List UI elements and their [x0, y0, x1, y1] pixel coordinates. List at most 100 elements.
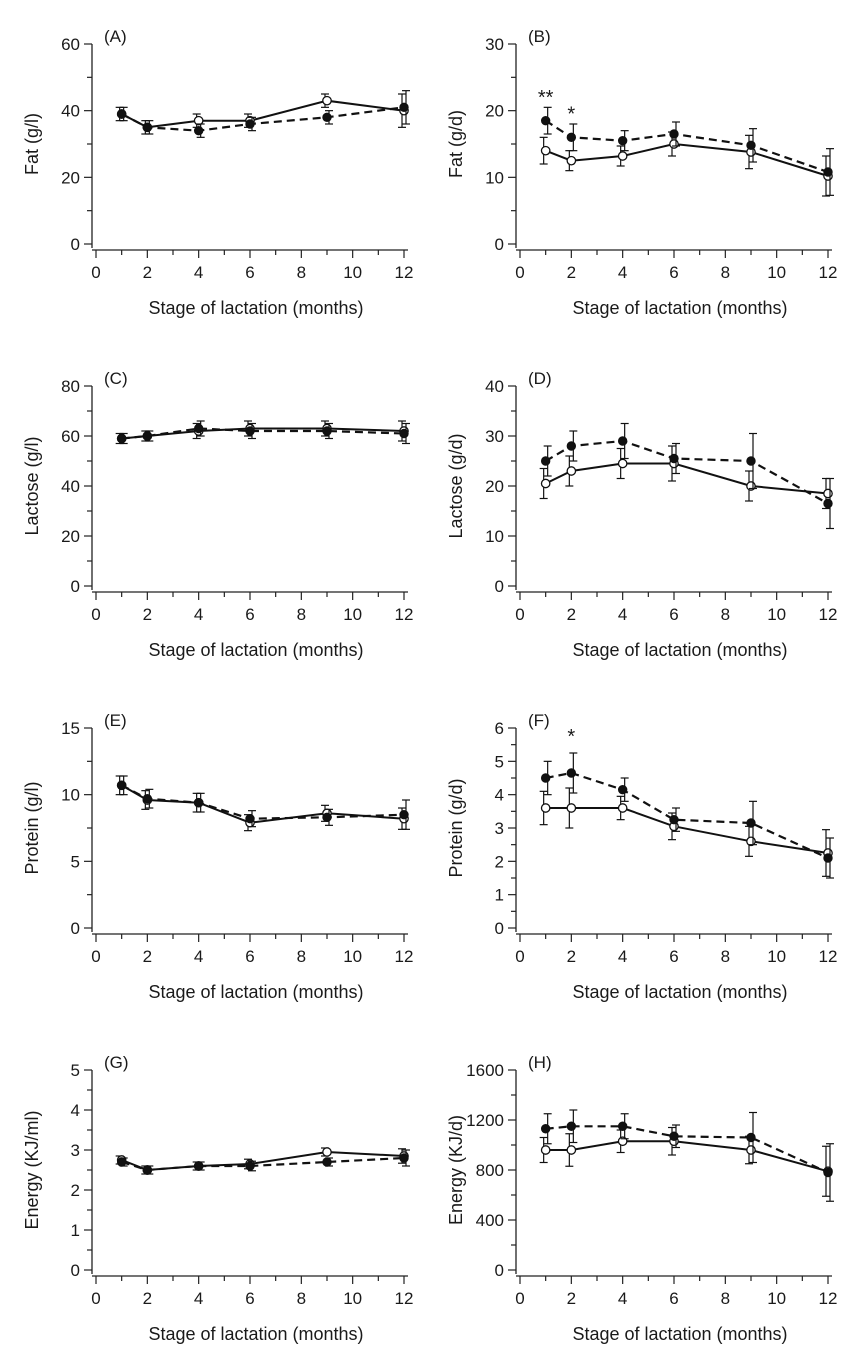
x-tick-label: 0 [91, 1289, 100, 1308]
x-tick-label: 12 [819, 1289, 838, 1308]
filled-data-point [142, 793, 153, 804]
open-data-point [540, 1145, 551, 1155]
filled-data-point [322, 426, 332, 436]
filled-data-point [322, 1157, 332, 1167]
chart-c-svg: 0 20 40 60 80 0 2 4 6 8 10 12 Lactose (g/l) Stage of … [22, 369, 413, 660]
open-data-point [669, 139, 679, 149]
x-tick-label: 8 [721, 263, 730, 282]
y-tick-label: 0 [71, 577, 80, 596]
x-tick-label: 0 [91, 947, 100, 966]
open-data-point [566, 466, 577, 476]
open-data-point [540, 478, 551, 489]
y-tick-label: 40 [61, 477, 80, 496]
chart-panel-d: 0 10 20 30 40 0 2 4 6 8 10 12 Lactose (g/d) Stage of … [424, 342, 848, 684]
x-tick-label: 4 [194, 605, 203, 624]
y-axis-title: Energy (KJ/d) [446, 1115, 466, 1225]
filled-data-point [540, 773, 551, 783]
filled-data-point [823, 1167, 833, 1178]
y-tick-label: 0 [495, 919, 504, 938]
y-tick-label: 40 [61, 102, 80, 121]
y-tick-label: 30 [485, 427, 504, 446]
filled-data-point [540, 115, 551, 126]
chart-panel-f: 0 1 2 3 4 5 6 0 2 4 6 8 10 12 Protein (g/d) Stage of la… [424, 684, 848, 1026]
x-tick-label: 0 [515, 605, 524, 624]
y-axis-title: Fat (g/d) [446, 110, 466, 178]
y-tick-label: 400 [476, 1211, 504, 1230]
x-tick-label: 8 [297, 947, 306, 966]
y-tick-label: 20 [61, 527, 80, 546]
chart-h-svg: 0 400 800 1200 1600 0 2 4 6 8 10 12 Energy (KJ/d) Sta… [446, 1053, 838, 1344]
panel-label: (E) [104, 711, 127, 730]
filled-data-point [823, 167, 833, 177]
y-tick-label: 0 [495, 1261, 504, 1280]
dashed-series-line [545, 1125, 829, 1174]
filled-data-point [617, 784, 628, 795]
filled-data-point [540, 1124, 551, 1134]
y-tick-label: 60 [61, 427, 80, 446]
x-axis-title: Stage of lactation (months) [572, 298, 787, 318]
x-tick-label: 10 [767, 605, 786, 624]
x-tick-label: 2 [567, 947, 576, 966]
x-tick-label: 2 [143, 263, 152, 282]
x-tick-label: 10 [767, 263, 786, 282]
x-tick-label: 10 [767, 1289, 786, 1308]
x-tick-label: 4 [618, 1289, 627, 1308]
x-tick-label: 4 [618, 947, 627, 966]
y-tick-label: 40 [485, 377, 504, 396]
x-axis-title: Stage of lactation (months) [148, 640, 363, 660]
filled-data-point [566, 441, 577, 451]
y-tick-label: 1 [495, 886, 504, 905]
panel-label: (A) [104, 27, 127, 46]
y-tick-label: 20 [485, 477, 504, 496]
y-tick-label: 15 [61, 719, 80, 738]
x-tick-label: 0 [515, 947, 524, 966]
y-tick-label: 1600 [466, 1061, 504, 1080]
x-tick-label: 4 [618, 263, 627, 282]
x-tick-label: 8 [297, 605, 306, 624]
y-tick-label: 80 [61, 377, 80, 396]
solid-series-line [545, 462, 829, 495]
x-tick-label: 4 [618, 605, 627, 624]
x-tick-label: 6 [245, 605, 254, 624]
x-tick-label: 0 [515, 1289, 524, 1308]
x-tick-label: 2 [567, 605, 576, 624]
filled-data-point [399, 428, 409, 439]
y-tick-label: 3 [71, 1141, 80, 1160]
open-data-point [193, 115, 204, 126]
x-tick-label: 12 [395, 1289, 414, 1308]
y-tick-label: 20 [61, 168, 80, 187]
x-tick-label: 0 [515, 263, 524, 282]
open-data-point [566, 1145, 577, 1155]
panel-label: (F) [528, 711, 550, 730]
panel-label: (B) [528, 27, 551, 46]
open-data-point [823, 488, 833, 499]
open-data-point [540, 145, 551, 156]
x-tick-label: 2 [567, 263, 576, 282]
x-tick-label: 2 [143, 1289, 152, 1308]
filled-data-point [566, 1121, 577, 1131]
chart-panel-c: 0 20 40 60 80 0 2 4 6 8 10 12 Lactose (g/l) Stage of … [0, 342, 424, 684]
y-tick-label: 2 [495, 852, 504, 871]
panel-label: (C) [104, 369, 128, 388]
x-tick-label: 2 [567, 1289, 576, 1308]
x-tick-label: 8 [721, 605, 730, 624]
x-axis-title: Stage of lactation (months) [148, 298, 363, 318]
filled-data-point [669, 814, 679, 825]
filled-data-point [399, 809, 409, 820]
solid-series-line [121, 99, 405, 129]
y-axis-title: Protein (g/l) [22, 781, 42, 874]
dashed-series-line [545, 439, 829, 505]
x-axis-title: Stage of lactation (months) [572, 1324, 787, 1344]
filled-data-point [540, 456, 551, 466]
x-tick-label: 12 [395, 263, 414, 282]
y-tick-label: 3 [495, 819, 504, 838]
open-data-point [617, 151, 628, 161]
x-tick-label: 6 [245, 1289, 254, 1308]
x-tick-label: 6 [245, 263, 254, 282]
filled-data-point [823, 498, 833, 509]
filled-data-point [193, 1161, 204, 1171]
filled-data-point [617, 436, 628, 446]
solid-series-line [545, 807, 829, 854]
y-tick-label: 10 [485, 168, 504, 187]
y-tick-label: 5 [71, 1061, 80, 1080]
